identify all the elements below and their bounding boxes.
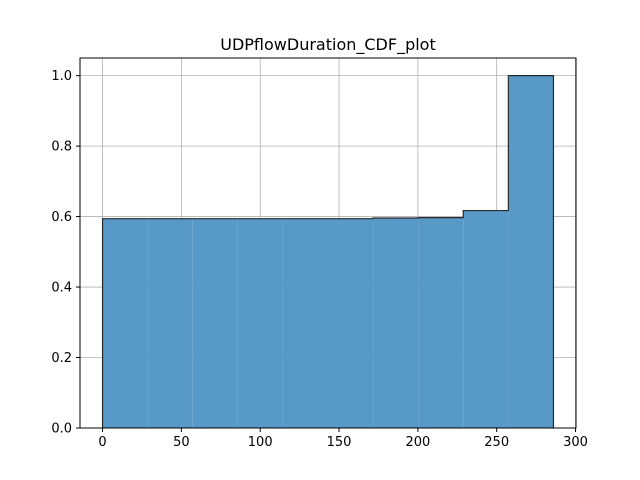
x-tick-label: 0	[98, 435, 106, 450]
histogram-bar	[147, 218, 193, 428]
histogram-bar	[418, 217, 464, 428]
y-tick-label: 0.2	[51, 351, 72, 366]
histogram-bar	[102, 218, 148, 428]
y-tick-label: 1.0	[51, 69, 72, 84]
x-tick-label: 200	[405, 435, 430, 450]
y-tick-label: 0.4	[51, 281, 72, 296]
y-tick-label: 0.6	[51, 210, 72, 225]
x-tick-label: 250	[484, 435, 509, 450]
histogram-bar	[282, 218, 328, 428]
histogram-bar	[508, 75, 554, 428]
histogram-bar	[237, 218, 283, 428]
axes-layer: 0 50 100 150 200 250 300 0.0 0.2 0.4 0.6 0.8 1.0	[51, 57, 588, 450]
histogram-bar	[373, 217, 419, 428]
y-tick-label: 0.8	[51, 140, 72, 155]
histogram-outline	[101, 75, 555, 428]
y-tick-label: 0.0	[51, 422, 72, 437]
histogram-bar	[192, 218, 238, 428]
histogram-bar	[463, 210, 509, 428]
chart-title: UDPflowDuration_CDF_plot	[220, 35, 435, 55]
x-tick-label: 100	[248, 435, 273, 450]
x-tick-label: 50	[173, 435, 190, 450]
axes-frame	[79, 57, 577, 429]
histogram-bar	[328, 218, 374, 428]
x-tick-label: 150	[327, 435, 352, 450]
x-tick-label: 300	[563, 435, 588, 450]
bars-layer	[101, 75, 555, 428]
